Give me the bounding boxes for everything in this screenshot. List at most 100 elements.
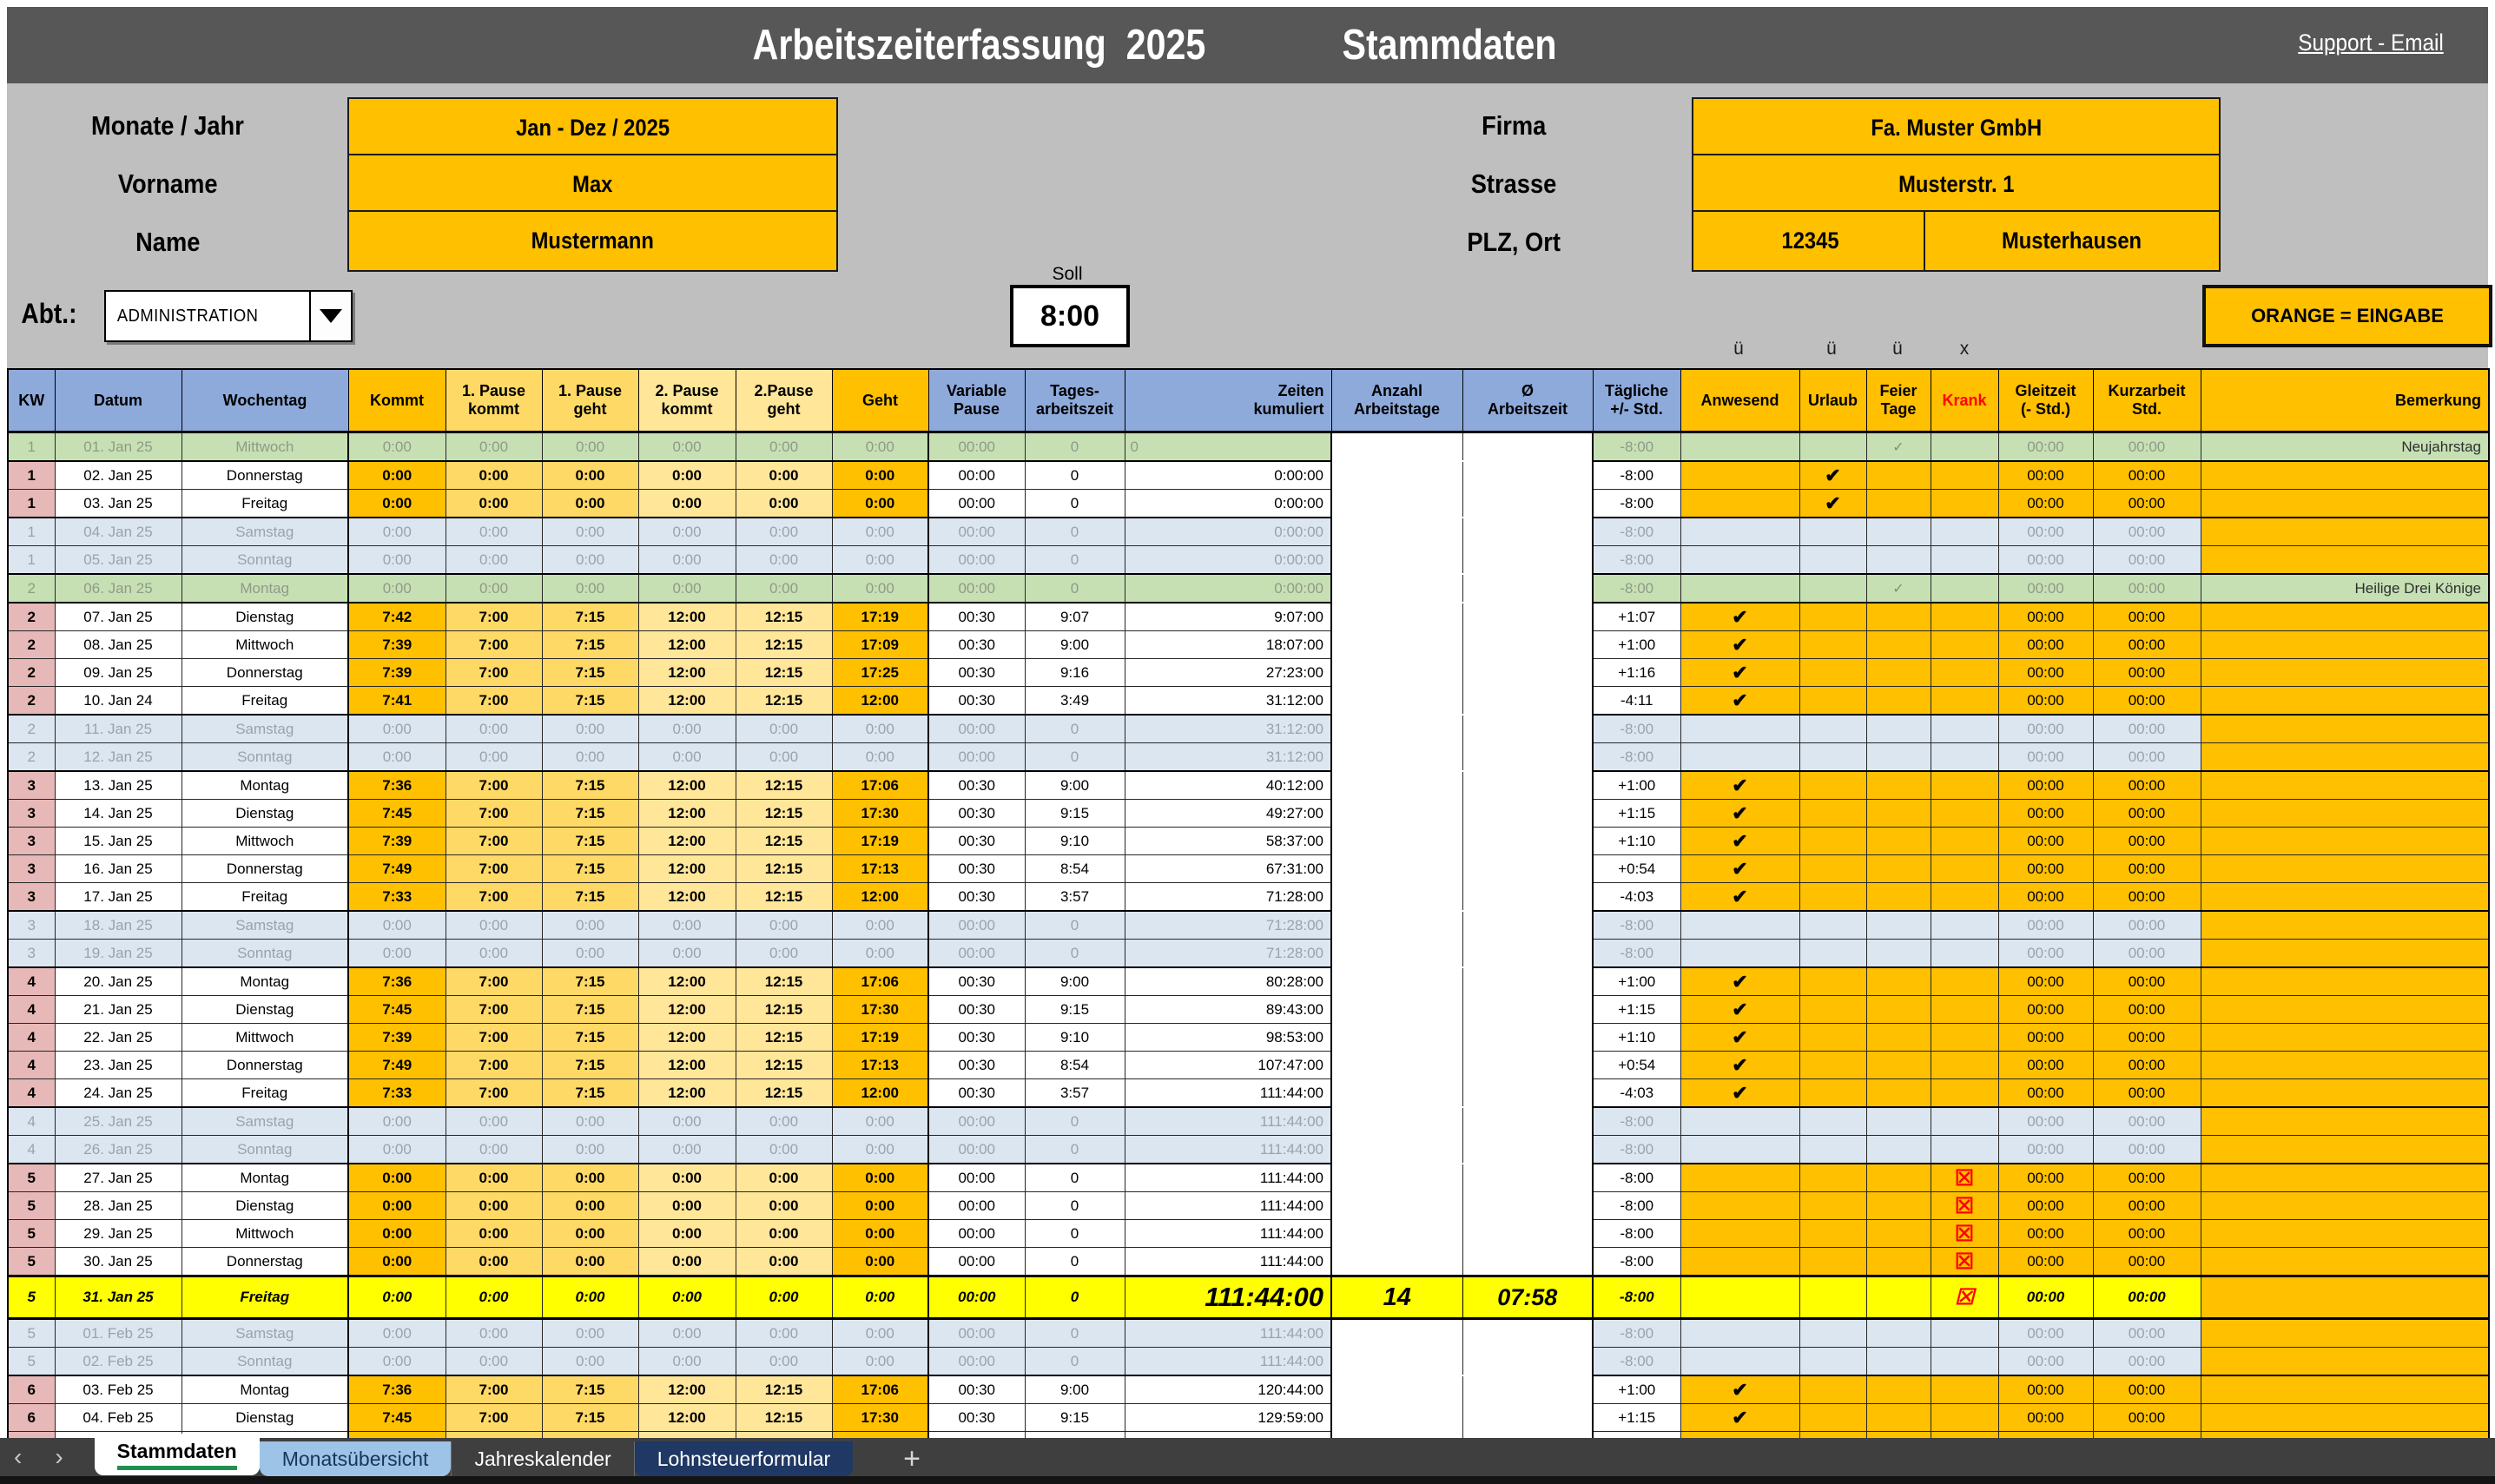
cell-pause2-geht[interactable]: 12:15 (735, 770, 833, 800)
cell-wochentag[interactable]: Samstag (181, 910, 349, 940)
cell-geht[interactable]: 0:00 (831, 1135, 929, 1164)
cell-zeiten-kumuliert[interactable]: 58:37:00 (1124, 827, 1332, 855)
cell-krank[interactable] (1930, 686, 1999, 716)
cell-kw[interactable]: 5 (7, 1275, 56, 1320)
cell-pause1-kommt[interactable]: 7:00 (445, 1078, 543, 1108)
cell-taegliche-std[interactable]: +1:15 (1592, 995, 1681, 1024)
cell-geht[interactable]: 17:25 (831, 658, 929, 687)
cell-wochentag[interactable]: Dienstag (181, 995, 349, 1024)
cell-wochentag[interactable]: Dienstag (181, 799, 349, 828)
cell-datum[interactable]: 28. Jan 25 (54, 1191, 182, 1220)
cell-feiertage[interactable] (1865, 1275, 1931, 1320)
cell-wochentag[interactable]: Freitag (181, 489, 349, 518)
cell-krank[interactable] (1930, 995, 1999, 1024)
cell-anzahl-arbeitstage[interactable] (1330, 742, 1463, 771)
cell-bemerkung[interactable] (2200, 1078, 2490, 1108)
cell-tagesarbeitszeit[interactable]: 0 (1024, 1163, 1125, 1192)
cell-anwesend[interactable] (1680, 1163, 1800, 1192)
cell-kurzarbeit[interactable]: 00:00 (2092, 630, 2201, 659)
cell-pause2-geht[interactable]: 0:00 (735, 939, 833, 968)
cell-zeiten-kumuliert[interactable]: 111:44:00 (1124, 1275, 1332, 1320)
cell-pause2-kommt[interactable]: 12:00 (637, 1403, 736, 1432)
cell-zeiten-kumuliert[interactable]: 111:44:00 (1124, 1163, 1332, 1192)
cell-urlaub[interactable] (1799, 827, 1867, 855)
cell-variable-pause[interactable]: 00:00 (927, 432, 1026, 462)
cell-kommt[interactable]: 0:00 (347, 517, 446, 546)
cell-geht[interactable]: 17:19 (831, 1023, 929, 1052)
cell-krank[interactable] (1930, 1078, 1999, 1108)
cell-taegliche-std[interactable]: -4:03 (1592, 882, 1681, 912)
cell-anwesend[interactable]: ✔ (1680, 799, 1800, 828)
cell-krank[interactable] (1930, 545, 1999, 575)
cell-feiertage[interactable] (1865, 770, 1931, 800)
cell-pause2-geht[interactable]: 12:15 (735, 630, 833, 659)
cell-urlaub[interactable] (1799, 882, 1867, 912)
cell-wochentag[interactable]: Montag (181, 966, 349, 996)
cell-feiertage[interactable] (1865, 1375, 1931, 1404)
cell-zeiten-kumuliert[interactable]: 111:44:00 (1124, 1318, 1332, 1348)
cell-feiertage[interactable] (1865, 602, 1931, 631)
cell-pause1-geht[interactable]: 0:00 (541, 939, 639, 968)
cell-anwesend[interactable]: ✔ (1680, 854, 1800, 883)
cell-anzahl-arbeitstage[interactable] (1330, 686, 1463, 715)
cell-anwesend[interactable] (1680, 1247, 1800, 1276)
cell-pause2-geht[interactable]: 12:15 (735, 1403, 833, 1432)
cell-tagesarbeitszeit[interactable]: 0 (1024, 1191, 1125, 1220)
cell-pause1-kommt[interactable]: 7:00 (445, 630, 543, 659)
cell-pause1-geht[interactable]: 0:00 (541, 1318, 639, 1348)
cell-kommt[interactable]: 0:00 (347, 1247, 446, 1276)
cell-datum[interactable]: 21. Jan 25 (54, 995, 182, 1024)
cell-kw[interactable]: 4 (7, 1078, 56, 1108)
cell-gleitzeit[interactable]: 00:00 (1997, 1106, 2094, 1136)
cell-geht[interactable]: 0:00 (831, 1106, 929, 1136)
cell-avg-arbeitszeit[interactable] (1462, 1403, 1594, 1432)
cell-geht[interactable]: 17:30 (831, 1403, 929, 1432)
cell-geht[interactable]: 12:00 (831, 686, 929, 716)
cell-feiertage[interactable] (1865, 1347, 1931, 1376)
cell-avg-arbeitszeit[interactable] (1462, 1219, 1594, 1248)
cell-anwesend[interactable] (1680, 1347, 1800, 1376)
cell-datum[interactable]: 02. Jan 25 (54, 460, 182, 490)
cell-pause2-kommt[interactable]: 12:00 (637, 1023, 736, 1052)
cell-bemerkung[interactable] (2200, 854, 2490, 883)
cell-pause2-geht[interactable]: 12:15 (735, 854, 833, 883)
cell-pause1-kommt[interactable]: 7:00 (445, 1403, 543, 1432)
cell-feiertage[interactable] (1865, 1403, 1931, 1432)
cell-anwesend[interactable] (1680, 1275, 1800, 1320)
cell-pause1-geht[interactable]: 7:15 (541, 630, 639, 659)
cell-kommt[interactable]: 7:49 (347, 1051, 446, 1079)
next-sheet-icon[interactable]: › (55, 1443, 63, 1470)
cell-wochentag[interactable]: Samstag (181, 517, 349, 546)
cell-kw[interactable]: 5 (7, 1191, 56, 1220)
cell-urlaub[interactable] (1799, 939, 1867, 968)
cell-tagesarbeitszeit[interactable]: 0 (1024, 517, 1125, 546)
cell-tagesarbeitszeit[interactable]: 0 (1024, 432, 1125, 462)
cell-bemerkung[interactable] (2200, 545, 2490, 575)
cell-anzahl-arbeitstage[interactable] (1330, 630, 1463, 659)
cell-variable-pause[interactable]: 00:30 (927, 1023, 1026, 1052)
cell-kw[interactable]: 4 (7, 1106, 56, 1136)
cell-pause2-kommt[interactable]: 12:00 (637, 827, 736, 855)
cell-avg-arbeitszeit[interactable] (1462, 686, 1594, 715)
cell-datum[interactable]: 15. Jan 25 (54, 827, 182, 855)
cell-pause2-kommt[interactable]: 0:00 (637, 545, 736, 575)
cell-wochentag[interactable]: Montag (181, 1163, 349, 1192)
tab-lohnsteuerformular[interactable]: Lohnsteuerformular (634, 1441, 854, 1476)
cell-pause2-kommt[interactable]: 0:00 (637, 910, 736, 940)
cell-pause1-geht[interactable]: 7:15 (541, 1078, 639, 1108)
cell-feiertage[interactable]: ✓ (1865, 432, 1931, 462)
cell-kommt[interactable]: 7:41 (347, 686, 446, 716)
cell-avg-arbeitszeit[interactable] (1462, 1247, 1594, 1276)
cell-geht[interactable]: 0:00 (831, 1163, 929, 1192)
cell-wochentag[interactable]: Donnerstag (181, 658, 349, 687)
cell-geht[interactable]: 12:00 (831, 1078, 929, 1108)
cell-pause1-geht[interactable]: 0:00 (541, 1106, 639, 1136)
cell-variable-pause[interactable]: 00:30 (927, 882, 1026, 912)
cell-variable-pause[interactable]: 00:30 (927, 770, 1026, 800)
cell-feiertage[interactable] (1865, 1318, 1931, 1348)
cell-wochentag[interactable]: Mittwoch (181, 1023, 349, 1052)
cell-krank[interactable]: ☒ (1930, 1163, 1999, 1192)
cell-pause2-geht[interactable]: 0:00 (735, 910, 833, 940)
cell-pause1-kommt[interactable]: 7:00 (445, 799, 543, 828)
cell-gleitzeit[interactable]: 00:00 (1997, 1078, 2094, 1108)
